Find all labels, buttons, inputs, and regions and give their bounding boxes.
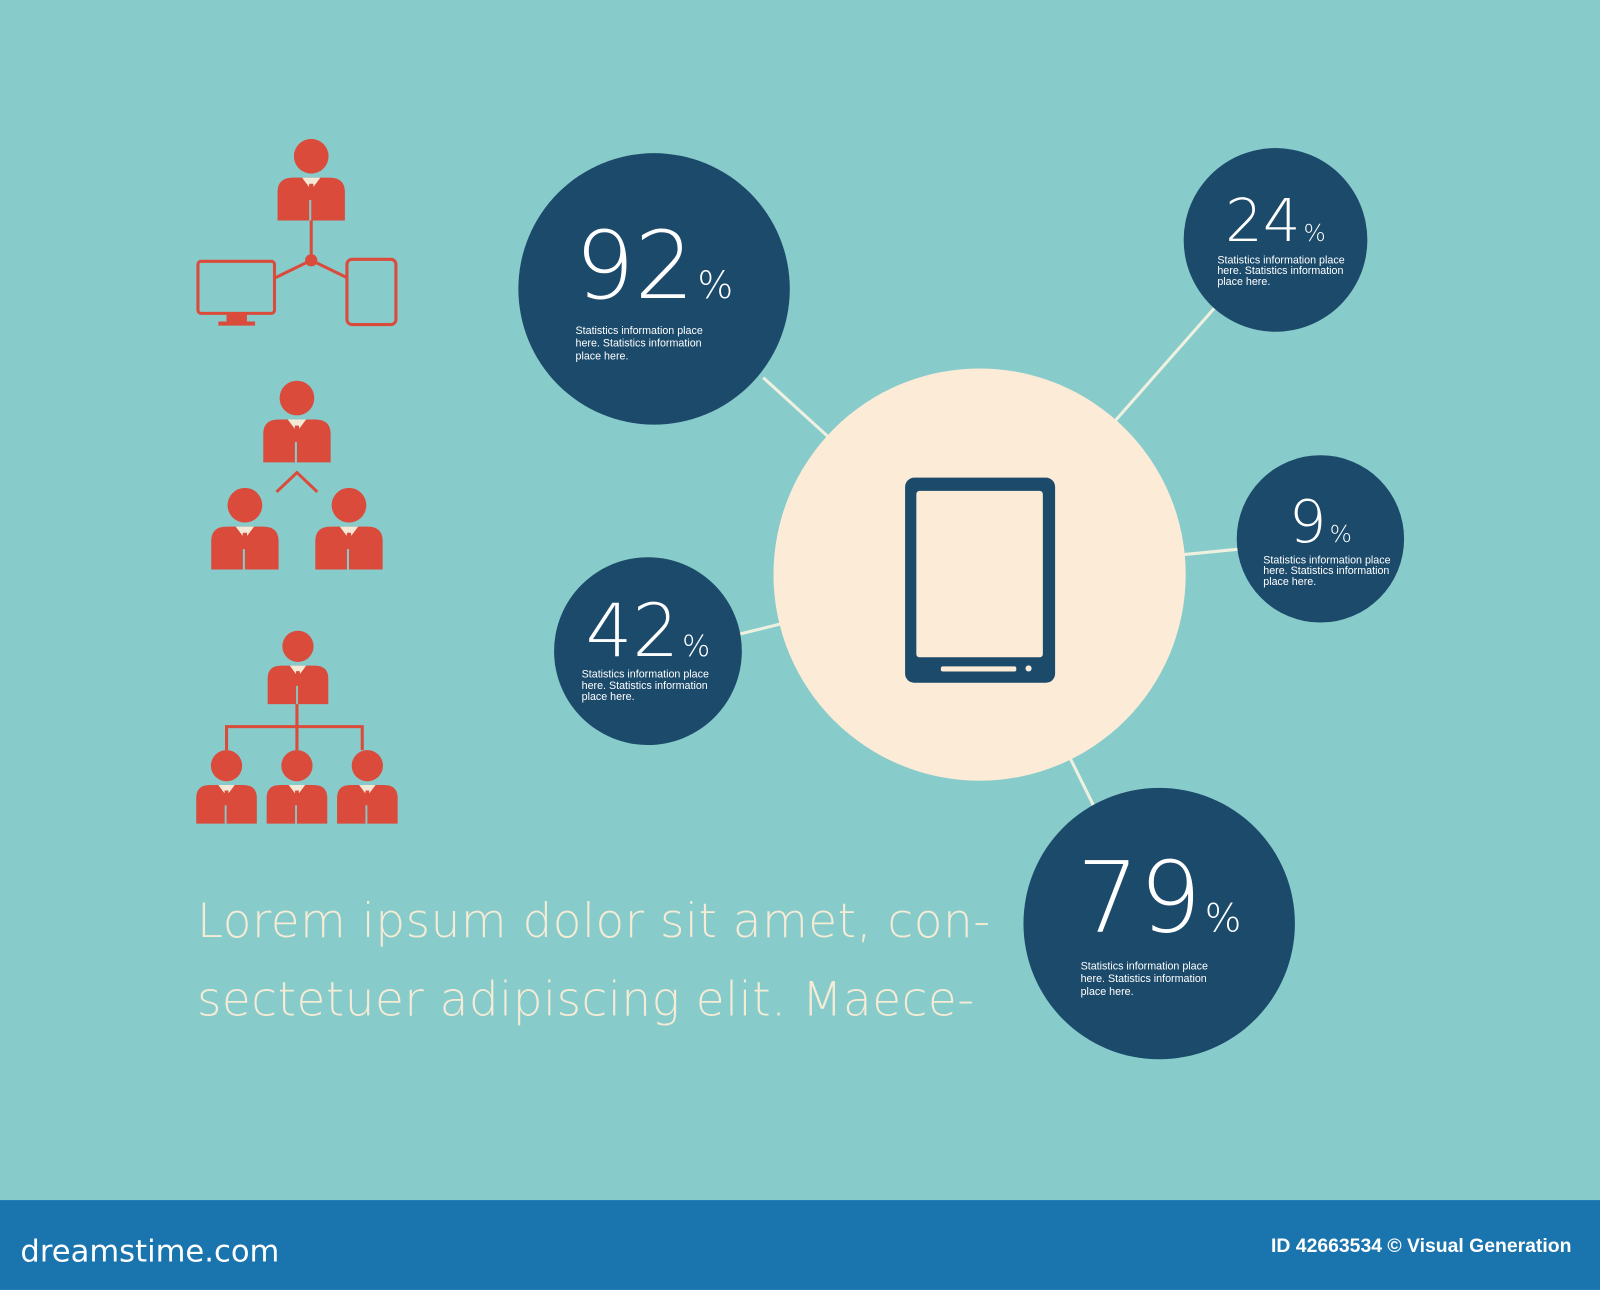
- stat-number: 92: [575, 212, 694, 321]
- stat-bubble: [518, 153, 790, 425]
- stat-description: place here.: [576, 350, 629, 362]
- tablet-button: [1025, 665, 1032, 672]
- stat-bubble: [1023, 787, 1295, 1060]
- tablet-bar: [940, 666, 1017, 672]
- stat-value: 9%: [1289, 487, 1352, 556]
- stat-unit: %: [682, 629, 710, 663]
- stat-description: Statistics information place: [1217, 254, 1344, 266]
- stat-description: place here.: [582, 691, 635, 703]
- stat-description: here. Statistics information: [1263, 565, 1389, 577]
- tablet-device: [905, 477, 1056, 683]
- tablet-screen: [916, 490, 1043, 658]
- node: [305, 254, 318, 267]
- footer-bar: [0, 1200, 1600, 1290]
- stat-description: Statistics information place: [576, 325, 703, 337]
- stat-description: here. Statistics information: [1081, 973, 1207, 985]
- stat-description: here. Statistics information: [1217, 265, 1343, 277]
- stat-unit: %: [1304, 219, 1326, 247]
- stat-value: 42%: [586, 589, 711, 674]
- connector: [275, 470, 319, 494]
- stat-bubble: [554, 557, 742, 745]
- stat-description: Statistics information place: [1263, 554, 1390, 566]
- connector: [274, 220, 348, 280]
- footer-credit: ID 42663534 © Visual Generation: [1271, 1235, 1571, 1257]
- stat-description: here. Statistics information: [576, 338, 702, 350]
- network-icon: [196, 137, 398, 327]
- stat-number: 79: [1077, 842, 1202, 956]
- org-chart-icon: [195, 629, 399, 825]
- stat-description: place here.: [1217, 276, 1270, 288]
- stat-description: here. Statistics information: [582, 680, 708, 692]
- tablet-icon: [345, 257, 398, 327]
- stat-unit: %: [697, 263, 733, 307]
- stat-number: 42: [586, 589, 679, 674]
- stat-unit: %: [1330, 520, 1352, 548]
- stat-number: 9: [1289, 487, 1327, 556]
- stat-description: place here.: [1081, 986, 1134, 998]
- stat-value: 92%: [575, 212, 733, 321]
- stat-description: place here.: [1263, 576, 1316, 588]
- stat-description: Statistics information place: [582, 669, 709, 681]
- stat-value: 79%: [1077, 842, 1242, 956]
- hierarchy-icon: [210, 379, 384, 571]
- connector: [225, 704, 364, 751]
- stat-bubble: [1236, 455, 1405, 623]
- stat-description: Statistics information place: [1081, 960, 1208, 972]
- stat-number: 24: [1225, 186, 1300, 255]
- body-text: sectetuer adipiscing elit. Maece-: [197, 972, 975, 1027]
- body-text: Lorem ipsum dolor sit amet, con-: [197, 894, 991, 949]
- footer-site: dreamstime.com: [20, 1234, 279, 1269]
- stat-bubble: [1183, 148, 1368, 332]
- monitor-stand: [218, 313, 256, 326]
- stat-unit: %: [1205, 897, 1242, 942]
- stat-value: 24%: [1225, 186, 1326, 255]
